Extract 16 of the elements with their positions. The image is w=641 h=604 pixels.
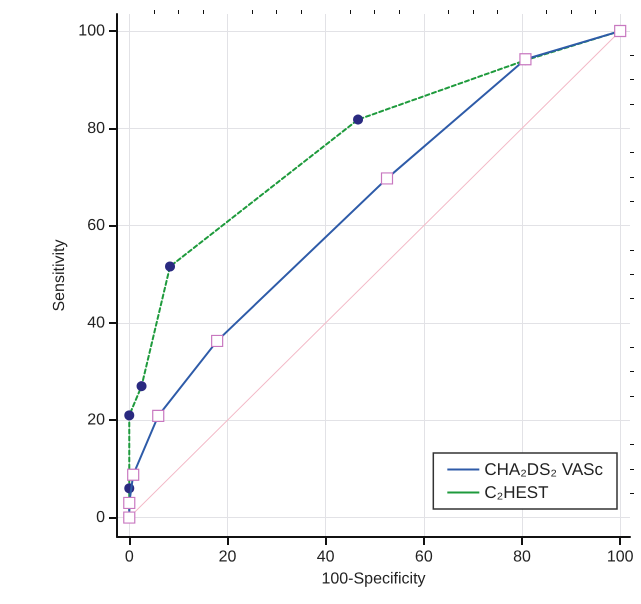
x-tick-label: 0 bbox=[124, 548, 134, 566]
x-tick-label: 60 bbox=[414, 548, 433, 566]
x-tick-label: 40 bbox=[316, 548, 335, 566]
y-tick-label: 40 bbox=[87, 314, 106, 332]
x-axis-title: 100-Specificity bbox=[321, 570, 426, 588]
y-axis-title: Sensitivity bbox=[50, 239, 68, 312]
legend-label: CHA₂DS₂ VASc bbox=[484, 460, 604, 479]
y-tick-label: 0 bbox=[96, 509, 106, 526]
y-tick-label: 20 bbox=[87, 412, 106, 429]
legend-label: C₂HEST bbox=[484, 483, 549, 502]
x-tick-label: 80 bbox=[513, 548, 531, 566]
x-tick-label: 20 bbox=[218, 548, 236, 566]
x-tick-label: 100 bbox=[606, 548, 634, 566]
y-tick-label: 60 bbox=[87, 217, 106, 234]
y-tick-label: 100 bbox=[78, 22, 106, 40]
y-tick-label: 80 bbox=[87, 120, 106, 137]
